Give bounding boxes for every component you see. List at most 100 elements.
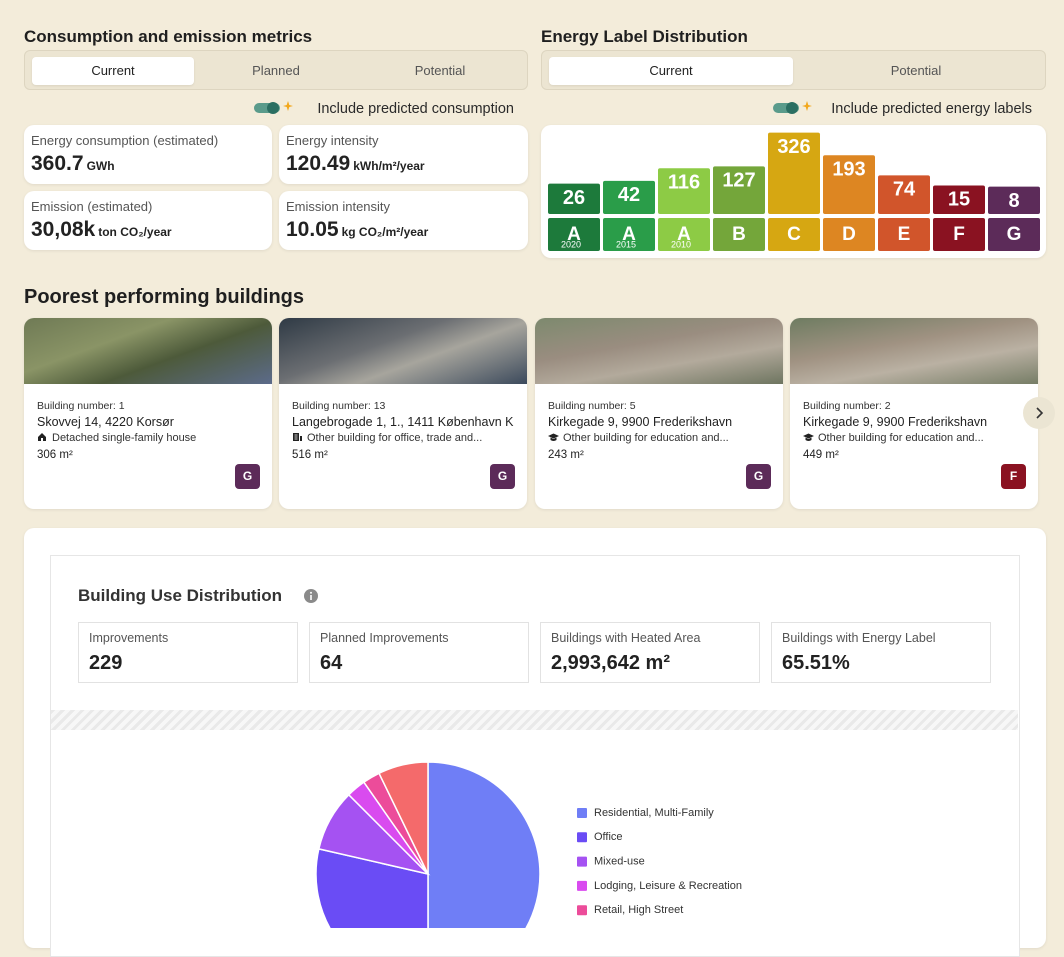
legend-swatch bbox=[577, 832, 587, 843]
next-button[interactable] bbox=[1022, 396, 1056, 430]
metric-unit: kg CO₂/m²/year bbox=[341, 225, 429, 239]
building-card[interactable]: Building number: 2 Kirkegade 9, 9900 Fred… bbox=[790, 318, 1038, 509]
building-image bbox=[790, 318, 1038, 384]
metric-card: Emission intensity 10.05 kg CO₂/m²/year bbox=[279, 191, 528, 250]
tab-bar: Current Potential bbox=[541, 50, 1046, 90]
building-use-text: Other building for education and... bbox=[818, 432, 984, 444]
legend-label: Retail, High Street bbox=[594, 904, 683, 916]
label-year: 2010 bbox=[671, 239, 691, 249]
label-box bbox=[768, 218, 820, 251]
bar bbox=[823, 155, 875, 214]
building-use-chart: Residential, Multi-Family Office Mixed-use… bbox=[315, 761, 742, 928]
pie-slice bbox=[315, 847, 429, 928]
building-use: Other building for office, trade and... bbox=[292, 432, 482, 444]
value-label: 326 bbox=[777, 136, 810, 158]
building-address: Langebrogade 1, 1., 1411 København K bbox=[292, 415, 514, 429]
value-label: 127 bbox=[722, 170, 755, 192]
tab[interactable]: Planned bbox=[252, 63, 300, 78]
label-box bbox=[823, 218, 875, 251]
stat-value: 64 bbox=[320, 652, 343, 674]
metric-value: 30,08k bbox=[31, 218, 96, 241]
label-year: 2020 bbox=[561, 239, 581, 249]
toggle[interactable] bbox=[253, 99, 297, 117]
label-box bbox=[988, 218, 1040, 251]
x-tick-label: G bbox=[1007, 224, 1022, 245]
x-tick-label: A bbox=[567, 224, 581, 245]
metric-label: Emission intensity bbox=[286, 199, 391, 214]
building-use: Other building for education and... bbox=[548, 432, 729, 444]
use-icon bbox=[293, 433, 302, 441]
tab[interactable]: Potential bbox=[414, 63, 466, 78]
building-use: Other building for education and... bbox=[803, 432, 984, 444]
legend-label: Office bbox=[594, 831, 623, 843]
legend-label: Mixed-use bbox=[594, 856, 645, 868]
label-box bbox=[548, 218, 600, 251]
value-label: 74 bbox=[893, 179, 916, 201]
energy-label-chart: 26A202042A2015116A2010127B326C193D74E15F… bbox=[548, 132, 1040, 251]
building-number: Building number: 5 bbox=[548, 400, 636, 412]
metric-unit: GWh bbox=[86, 159, 115, 173]
stat-label: Improvements bbox=[89, 631, 169, 645]
building-address: Skovvej 14, 4220 Korsør bbox=[37, 415, 174, 429]
label-box bbox=[713, 218, 765, 251]
metric-value: 120.49 bbox=[286, 152, 351, 175]
building-use-text: Detached single-family house bbox=[52, 432, 197, 444]
page: Energy dashboard { "metrics": { "title":… bbox=[24, 27, 1056, 957]
label-year: 2015 bbox=[616, 239, 636, 249]
panel-title: Building Use Distribution bbox=[78, 586, 282, 605]
value-label: 42 bbox=[618, 184, 640, 206]
building-card[interactable]: Building number: 1 Skovvej 14, 4220 Korsø… bbox=[24, 318, 272, 509]
tab[interactable]: Potential bbox=[890, 63, 942, 78]
legend-swatch bbox=[577, 808, 587, 818]
x-tick-label: A bbox=[677, 224, 691, 245]
stat-value: 2,993,642 m² bbox=[551, 652, 670, 674]
stat-label: Buildings with Heated Area bbox=[551, 631, 701, 645]
legend-swatch bbox=[577, 905, 587, 916]
bar bbox=[658, 168, 710, 214]
x-tick-label: C bbox=[787, 224, 801, 245]
building-address: Kirkegade 9, 9900 Frederikshavn bbox=[803, 415, 988, 429]
building-number: Building number: 13 bbox=[292, 400, 386, 412]
metric-unit: ton CO₂/year bbox=[98, 225, 172, 239]
stat-card: Buildings with Heated Area 2,993,642 m² bbox=[540, 622, 760, 683]
building-image bbox=[535, 318, 783, 384]
building-card[interactable]: Building number: 13 Langebrogade 1, 1., 1… bbox=[279, 318, 527, 509]
value-label: 26 bbox=[563, 187, 585, 209]
building-use-text: Other building for education and... bbox=[563, 432, 729, 444]
toggle-label: Include predicted consumption bbox=[317, 101, 514, 117]
bar bbox=[713, 166, 765, 214]
metric-value: 10.05 bbox=[286, 218, 339, 241]
tab[interactable]: Current bbox=[549, 57, 793, 85]
building-use-text: Other building for office, trade and... bbox=[307, 432, 483, 444]
stat-label: Buildings with Energy Label bbox=[782, 631, 936, 645]
metric-card: Emission (estimated) 30,08k ton CO₂/year bbox=[24, 191, 272, 250]
bar bbox=[933, 185, 985, 214]
dashboard: Consumption and emission metrics Current… bbox=[24, 27, 1056, 957]
value-label: 116 bbox=[668, 172, 700, 194]
building-card[interactable]: Building number: 5 Kirkegade 9, 9900 Fred… bbox=[535, 318, 783, 509]
tab-bar: Current Planned Potential bbox=[24, 50, 528, 90]
metric-card: Energy consumption (estimated) 360.7 GWh bbox=[24, 125, 272, 184]
toggle[interactable] bbox=[772, 99, 816, 117]
energy-badge: G bbox=[235, 464, 260, 489]
value-label: 8 bbox=[1008, 190, 1019, 212]
value-label: 193 bbox=[832, 158, 865, 180]
x-tick-label: D bbox=[842, 224, 856, 245]
label-box bbox=[933, 218, 985, 251]
divider bbox=[51, 710, 1018, 730]
pie-slice bbox=[378, 761, 429, 875]
x-tick-label: A bbox=[622, 224, 636, 245]
energy-badge: G bbox=[746, 464, 771, 489]
energy-badge: F bbox=[1001, 464, 1026, 489]
info-icon[interactable] bbox=[303, 588, 319, 604]
metric-unit: kWh/m²/year bbox=[353, 159, 425, 173]
bar bbox=[768, 132, 820, 214]
building-area: 306 m² bbox=[37, 449, 73, 461]
value-label: 15 bbox=[948, 189, 970, 211]
building-image bbox=[24, 318, 272, 384]
stat-label: Planned Improvements bbox=[320, 631, 449, 645]
tab[interactable]: Current bbox=[32, 57, 194, 85]
bar bbox=[603, 180, 655, 214]
section-title: Energy Label Distribution bbox=[541, 27, 748, 46]
stat-value: 229 bbox=[89, 652, 123, 674]
